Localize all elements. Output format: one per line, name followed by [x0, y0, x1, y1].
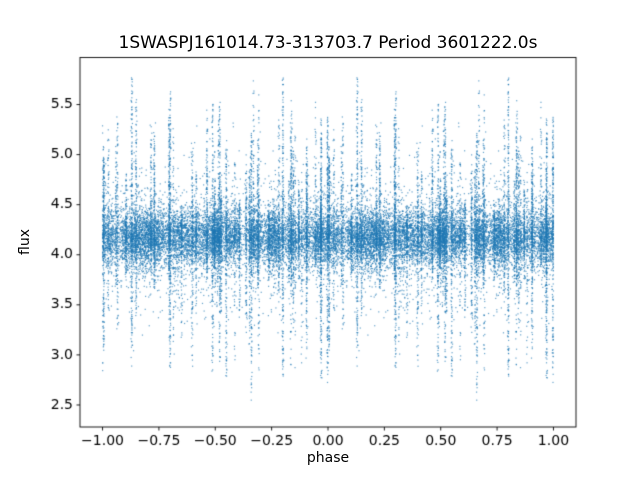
y-axis-label: flux: [17, 229, 33, 255]
x-axis-label: phase: [306, 450, 350, 466]
plot-title: 1SWASPJ161014.73-313703.7 Period 3601222…: [118, 33, 538, 53]
